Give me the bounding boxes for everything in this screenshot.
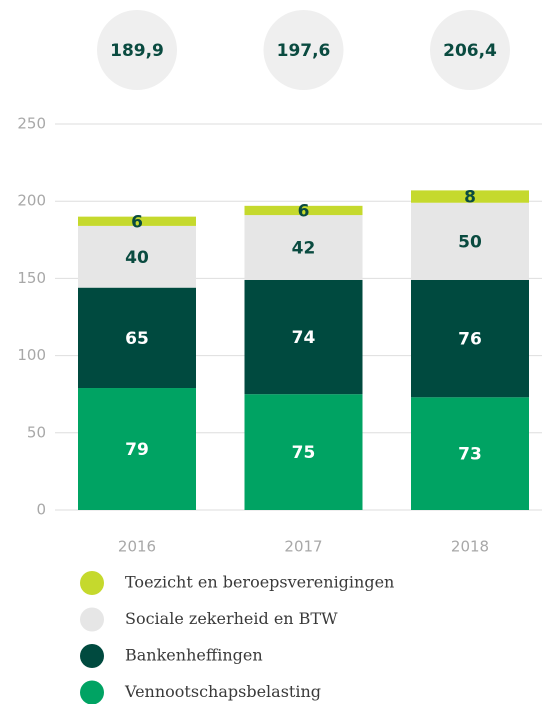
total-label: 206,4 (443, 41, 497, 61)
bar-segment (78, 287, 196, 389)
legend-label: Vennootschapsbelasting (124, 682, 321, 701)
bar-segment (244, 205, 363, 216)
legend-swatch (80, 571, 104, 595)
bar-segment (244, 279, 363, 395)
x-tick-label: 2018 (451, 538, 489, 556)
data-label: 79 (125, 440, 149, 460)
y-tick-label: 0 (36, 501, 46, 519)
total-label: 197,6 (277, 41, 331, 61)
data-label: 74 (292, 328, 316, 348)
data-label: 8 (464, 188, 476, 208)
x-tick-label: 2016 (118, 538, 156, 556)
data-label: 50 (458, 232, 482, 252)
data-label: 40 (125, 248, 149, 268)
data-label: 6 (131, 212, 143, 232)
bar-segment (78, 388, 196, 510)
y-tick-label: 250 (17, 115, 46, 133)
y-tick-label: 100 (17, 346, 46, 364)
data-label: 6 (298, 201, 310, 221)
data-label: 76 (458, 330, 482, 350)
y-tick-label: 200 (17, 192, 46, 210)
bar-segment (244, 215, 363, 280)
legend-swatch (80, 607, 104, 632)
bar-segment (244, 394, 363, 510)
total-badge (263, 10, 344, 90)
legend-swatch (80, 680, 104, 704)
bar-segment (411, 397, 529, 510)
x-tick-label: 2017 (284, 538, 322, 556)
legend-swatch (80, 644, 104, 668)
data-label: 75 (292, 443, 316, 463)
legend-label: Bankenheffingen (125, 646, 263, 665)
total-label: 189,9 (110, 41, 164, 61)
bar-segment (78, 225, 196, 288)
legend-label: Sociale zekerheid en BTW (125, 609, 338, 628)
y-tick-label: 150 (17, 269, 46, 287)
total-badge (430, 10, 510, 90)
data-label: 65 (125, 329, 149, 349)
total-badge (97, 10, 177, 90)
bar-segment (411, 202, 529, 280)
y-tick-label: 50 (27, 423, 46, 441)
legend-label: Toezicht en beroepsverenigingen (125, 573, 394, 592)
bar-segment (411, 279, 529, 398)
data-label: 73 (458, 445, 482, 465)
bar-segment (78, 216, 196, 226)
data-label: 42 (292, 239, 316, 259)
bar-segment (411, 190, 529, 203)
